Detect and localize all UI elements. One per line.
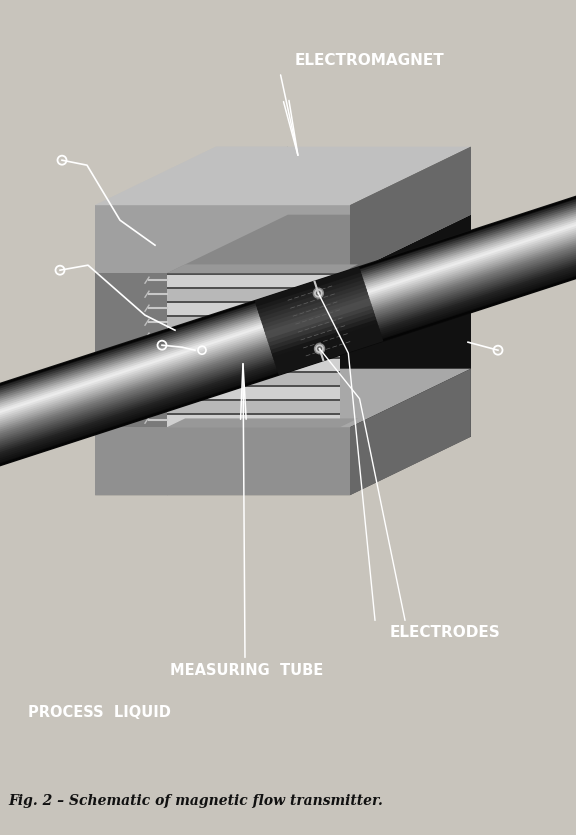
Polygon shape [167,402,340,413]
Polygon shape [167,373,340,385]
Polygon shape [167,357,340,359]
Polygon shape [167,273,340,276]
Polygon shape [167,265,358,273]
Polygon shape [95,147,471,205]
Polygon shape [350,147,471,273]
Circle shape [314,344,324,354]
Polygon shape [167,372,340,373]
Circle shape [317,347,322,352]
Polygon shape [167,317,340,329]
Polygon shape [167,399,340,402]
Polygon shape [167,369,471,428]
Polygon shape [350,147,471,273]
Polygon shape [95,437,471,495]
Polygon shape [167,289,340,301]
Polygon shape [167,385,340,387]
Polygon shape [167,387,340,399]
Polygon shape [167,413,340,415]
Polygon shape [167,215,471,273]
Text: ELECTRODES: ELECTRODES [390,625,501,640]
Polygon shape [167,301,340,303]
Circle shape [313,288,323,298]
Text: MEASURING  TUBE: MEASURING TUBE [170,663,323,678]
Polygon shape [167,359,340,372]
Polygon shape [95,428,350,495]
Polygon shape [167,418,358,428]
Polygon shape [167,329,340,331]
Polygon shape [167,147,288,495]
Polygon shape [167,331,340,343]
Polygon shape [350,369,471,495]
Polygon shape [216,147,288,437]
Polygon shape [288,215,471,369]
Polygon shape [167,276,340,287]
Polygon shape [167,287,340,289]
Polygon shape [167,303,340,315]
Polygon shape [95,205,350,273]
Polygon shape [167,343,340,346]
Text: PROCESS  LIQUID: PROCESS LIQUID [28,705,171,720]
Polygon shape [167,315,340,317]
Polygon shape [167,346,340,357]
Polygon shape [95,147,288,205]
Polygon shape [95,205,167,495]
Polygon shape [288,369,471,437]
Circle shape [316,291,321,296]
Polygon shape [167,415,340,428]
Text: Fig. 2 – Schematic of magnetic flow transmitter.: Fig. 2 – Schematic of magnetic flow tran… [8,794,383,807]
Text: ELECTROMAGNET: ELECTROMAGNET [295,53,445,68]
